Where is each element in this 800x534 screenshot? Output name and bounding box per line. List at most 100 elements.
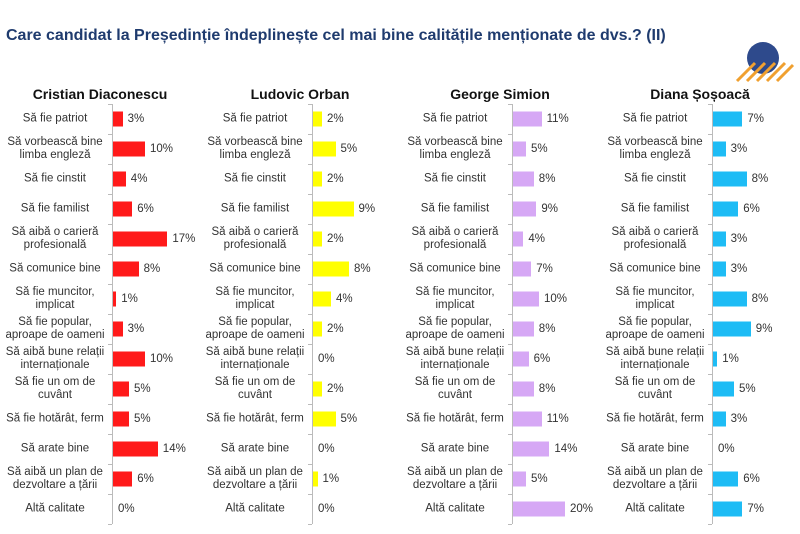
axis-tick <box>708 374 712 375</box>
value-label: 4% <box>528 233 546 245</box>
bar <box>113 261 139 277</box>
bar <box>513 321 534 337</box>
axis-tick <box>708 344 712 345</box>
axis-tick <box>108 464 112 465</box>
bar <box>513 111 542 127</box>
bar <box>713 381 734 397</box>
value-label: 1% <box>121 293 138 305</box>
axis-tick <box>508 344 512 345</box>
category-label: Să fie familist <box>420 202 490 215</box>
axis-tick <box>508 404 512 405</box>
value-label: 0% <box>318 353 335 365</box>
axis-tick <box>508 464 512 465</box>
category-label: Să aibă bune relații internaționale <box>5 346 105 371</box>
bar <box>513 141 526 157</box>
bar <box>513 351 529 367</box>
category-label: Să aibă o carieră profesională <box>11 226 99 251</box>
category-label: Să vorbească bine limba engleză <box>607 136 703 161</box>
axis-tick <box>108 344 112 345</box>
bar <box>113 291 117 307</box>
axis-tick <box>308 404 312 405</box>
category-label: Să fie patriot <box>22 112 88 125</box>
axis-tick <box>508 164 512 165</box>
bar <box>713 321 751 337</box>
value-label: 7% <box>747 113 765 125</box>
value-label: 3% <box>730 233 748 245</box>
category-label: Să fie hotărât, ferm <box>606 412 704 425</box>
axis-tick <box>108 224 112 225</box>
bar <box>713 291 747 307</box>
axis-tick <box>308 344 312 345</box>
category-label: Să aibă o carieră profesională <box>211 226 299 251</box>
bar <box>513 291 539 307</box>
bar <box>713 501 743 517</box>
value-label: 5% <box>531 473 548 485</box>
value-label: 2% <box>327 323 344 335</box>
axis-tick <box>508 194 512 195</box>
value-label: 3% <box>730 143 748 155</box>
bar <box>313 231 322 247</box>
category-label: Să fie popular, aproape de oameni <box>5 316 105 341</box>
value-label: 14% <box>554 443 578 455</box>
axis-tick <box>108 254 112 255</box>
value-label: 17% <box>172 233 196 245</box>
axis-tick <box>708 194 712 195</box>
axis-tick <box>108 434 112 435</box>
value-label: 11% <box>546 413 569 425</box>
axis-tick <box>708 284 712 285</box>
bar <box>713 111 743 127</box>
bar <box>313 141 336 157</box>
bar <box>513 231 524 247</box>
value-axis <box>512 104 513 524</box>
category-label: Să comunice bine <box>409 262 501 275</box>
axis-tick <box>508 254 512 255</box>
value-label: 0% <box>318 443 335 455</box>
category-label: Să comunice bine <box>9 262 101 275</box>
value-label: 9% <box>541 203 559 215</box>
axis-tick <box>508 494 512 495</box>
category-label: Să vorbească bine limba engleză <box>207 136 303 161</box>
value-label: 3% <box>730 413 748 425</box>
axis-tick <box>308 224 312 225</box>
bar <box>513 471 526 487</box>
bar <box>113 351 145 367</box>
axis-tick <box>708 254 712 255</box>
bar <box>313 261 349 277</box>
bar <box>513 381 534 397</box>
panel-title: Ludovic Orban <box>250 86 350 102</box>
axis-tick <box>708 434 712 435</box>
value-label: 20% <box>570 503 594 515</box>
axis-tick <box>308 494 312 495</box>
axis-tick <box>708 524 712 525</box>
value-label: 8% <box>751 173 769 185</box>
category-label: Să fie cinstit <box>24 172 86 185</box>
axis-tick <box>308 524 312 525</box>
category-label: Altă calitate <box>425 502 485 515</box>
category-label: Să fie popular, aproape de oameni <box>205 316 305 341</box>
value-label: 2% <box>327 113 344 125</box>
axis-tick <box>108 164 112 165</box>
bar <box>113 471 133 487</box>
category-label: Altă calitate <box>625 502 685 515</box>
value-axis <box>712 104 713 524</box>
axis-tick <box>308 164 312 165</box>
bar <box>313 291 331 307</box>
axis-tick <box>108 134 112 135</box>
axis-tick <box>108 374 112 375</box>
value-label: 6% <box>743 473 760 485</box>
category-label: Să comunice bine <box>209 262 301 275</box>
axis-tick <box>708 224 712 225</box>
category-label: Să arate bine <box>420 442 490 455</box>
value-label: 2% <box>327 173 344 185</box>
category-label: Să fie muncitor, implicat <box>15 286 95 311</box>
bar <box>313 321 322 337</box>
category-label: Să comunice bine <box>609 262 701 275</box>
category-label: Să vorbească bine limba engleză <box>7 136 103 161</box>
bar <box>113 231 168 247</box>
value-label: 5% <box>739 383 756 395</box>
category-label: Altă calitate <box>25 502 85 515</box>
value-axis <box>112 104 113 524</box>
axis-tick <box>708 164 712 165</box>
category-label: Să fie un om de cuvânt <box>614 376 696 401</box>
category-label: Să aibă un plan de dezvoltare a țării <box>407 466 503 491</box>
